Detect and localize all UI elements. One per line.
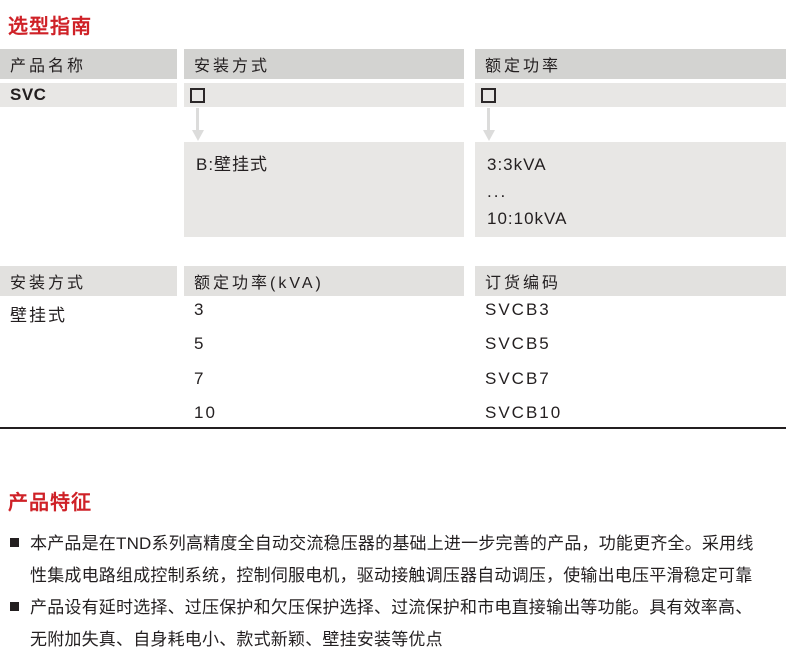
feature-text: 产品设有延时选择、过压保护和欠压保护选择、过流保护和市电直接输出等功能。具有效率… xyxy=(30,592,752,656)
header-mounting-method-label: 安装方式 xyxy=(194,58,271,75)
product-name-value: SVC xyxy=(10,85,47,104)
product-name-cell: SVC xyxy=(0,83,177,107)
bullet-icon xyxy=(10,538,19,547)
power-placeholder-cell xyxy=(475,83,786,107)
order-header-power-label: 额定功率(kVA) xyxy=(194,275,324,292)
feature-line: 无附加失真、自身耗电小、款式新颖、壁挂安装等优点 xyxy=(30,630,443,649)
feature-text: 本产品是在TND系列高精度全自动交流稳压器的基础上进一步完善的产品，功能更齐全。… xyxy=(30,528,754,592)
power-option-box: 3:3kVA ... 10:10kVA xyxy=(475,142,786,237)
empty-checkbox-icon xyxy=(481,87,496,103)
order-code-value: SVCB3 xyxy=(485,300,551,319)
header-product-name: 产品名称 xyxy=(0,49,177,79)
order-header-mounting: 安装方式 xyxy=(0,266,177,296)
feature-item: 本产品是在TND系列高精度全自动交流稳压器的基础上进一步完善的产品，功能更齐全。… xyxy=(10,528,754,592)
feature-line: 性集成电路组成控制系统，控制伺服电机，驱动接触调压器自动调压，使输出电压平滑稳定… xyxy=(30,566,753,585)
order-header-code: 订货编码 xyxy=(475,266,786,296)
empty-checkbox-icon xyxy=(190,87,205,103)
header-rated-power: 额定功率 xyxy=(475,49,786,79)
order-power-value: 3 xyxy=(194,300,206,319)
power-option-ellipsis: ... xyxy=(487,182,508,201)
header-product-name-label: 产品名称 xyxy=(10,58,87,75)
order-header-power: 额定功率(kVA) xyxy=(184,266,464,296)
order-power-value: 10 xyxy=(194,403,217,422)
power-option-first: 3:3kVA xyxy=(487,155,547,174)
order-header-code-label: 订货编码 xyxy=(485,275,562,292)
power-option-last: 10:10kVA xyxy=(487,209,568,228)
mounting-placeholder-cell xyxy=(184,83,464,107)
order-code-value: SVCB5 xyxy=(485,334,551,353)
order-power-value: 7 xyxy=(194,369,206,388)
down-arrow-icon xyxy=(487,108,490,131)
header-rated-power-label: 额定功率 xyxy=(485,58,562,75)
order-header-mounting-label: 安装方式 xyxy=(10,275,87,292)
order-code-value: SVCB7 xyxy=(485,369,551,388)
product-features-title: 产品特征 xyxy=(8,492,92,514)
header-mounting-method: 安装方式 xyxy=(184,49,464,79)
feature-line: 产品设有延时选择、过压保护和欠压保护选择、过流保护和市电直接输出等功能。具有效率… xyxy=(30,598,753,617)
feature-line: 本产品是在TND系列高精度全自动交流稳压器的基础上进一步完善的产品，功能更齐全。… xyxy=(30,534,754,553)
mounting-option-value: B:壁挂式 xyxy=(196,155,269,174)
feature-item: 产品设有延时选择、过压保护和欠压保护选择、过流保护和市电直接输出等功能。具有效率… xyxy=(10,592,752,656)
order-power-value: 5 xyxy=(194,334,206,353)
section-divider xyxy=(0,427,786,429)
selection-guide-title: 选型指南 xyxy=(8,16,92,38)
bullet-icon xyxy=(10,602,19,611)
order-code-value: SVCB10 xyxy=(485,403,563,422)
down-arrow-icon xyxy=(483,130,495,141)
order-mounting-value: 壁挂式 xyxy=(10,306,67,325)
down-arrow-icon xyxy=(196,108,199,131)
down-arrow-icon xyxy=(192,130,204,141)
mounting-option-box: B:壁挂式 xyxy=(184,142,464,237)
